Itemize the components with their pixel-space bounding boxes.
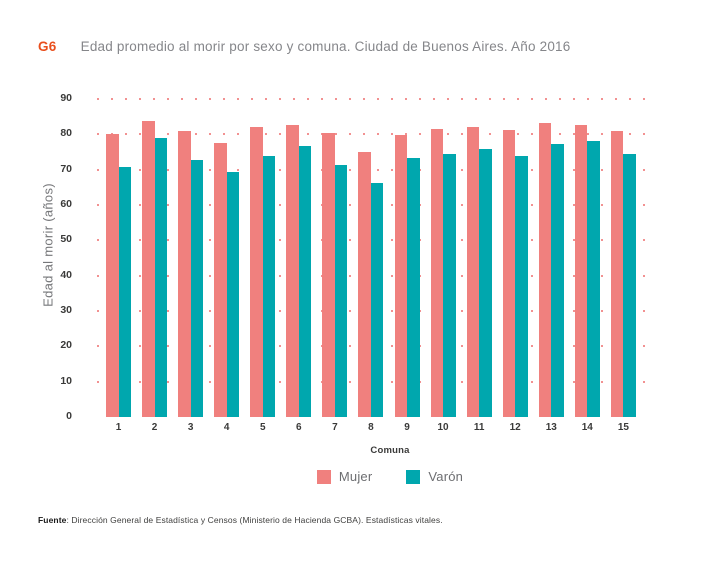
bar-mujer-comuna-9 bbox=[394, 135, 407, 417]
bar-group-comuna-3: 3 bbox=[178, 99, 204, 433]
legend: Mujer Varón bbox=[97, 469, 683, 484]
bar-groups: 1 2 3 4 5 6 7 8 9 10 11 12 13 14 15 bbox=[97, 99, 645, 433]
legend-item-varon: Varón bbox=[406, 469, 463, 484]
y-tick-label-10: 10 bbox=[60, 374, 72, 387]
bar-varon-comuna-5 bbox=[262, 155, 276, 417]
x-tick-label-2: 2 bbox=[151, 422, 158, 433]
bar-mujer-comuna-6 bbox=[286, 125, 299, 417]
bar-group-comuna-7: 7 bbox=[322, 99, 348, 433]
bar-group-comuna-10: 10 bbox=[430, 99, 456, 433]
y-tick-label-40: 40 bbox=[60, 268, 72, 281]
gridline-90 bbox=[97, 98, 645, 100]
bar-varon-comuna-11 bbox=[479, 148, 492, 417]
x-tick-label-10: 10 bbox=[437, 422, 449, 433]
y-tick-label-80: 80 bbox=[60, 127, 72, 140]
bar-mujer-comuna-3 bbox=[178, 130, 191, 417]
bar-group-comuna-13: 13 bbox=[538, 99, 564, 433]
legend-label: Mujer bbox=[338, 469, 373, 484]
y-tick-label-60: 60 bbox=[60, 198, 72, 210]
y-tick-label-0: 0 bbox=[66, 410, 72, 422]
source-label: Fuente bbox=[38, 515, 67, 525]
x-tick-label-9: 9 bbox=[404, 422, 410, 433]
legend-swatch-icon bbox=[316, 469, 331, 484]
bar-varon-comuna-3 bbox=[190, 160, 204, 417]
bar-mujer-comuna-8 bbox=[358, 151, 371, 417]
bar-varon-comuna-1 bbox=[118, 166, 131, 417]
x-tick-label-14: 14 bbox=[581, 422, 593, 433]
legend-label: Varón bbox=[428, 469, 464, 484]
bar-varon-comuna-4 bbox=[226, 171, 240, 417]
bar-group-comuna-2: 2 bbox=[142, 99, 168, 433]
bar-varon-comuna-13 bbox=[551, 143, 564, 417]
bar-group-comuna-6: 6 bbox=[286, 99, 312, 433]
bar-varon-comuna-14 bbox=[587, 141, 600, 417]
bar-mujer-comuna-5 bbox=[250, 126, 263, 417]
bar-group-comuna-4: 4 bbox=[214, 99, 240, 433]
legend-swatch-icon bbox=[406, 469, 421, 484]
bar-group-comuna-1: 1 bbox=[106, 99, 131, 433]
source-text: : Dirección General de Estadística y Cen… bbox=[66, 515, 443, 525]
chart-header: G6 Edad promedio al morir por sexo y comu… bbox=[38, 38, 688, 56]
bar-varon-comuna-12 bbox=[515, 155, 528, 417]
x-tick-label-11: 11 bbox=[473, 422, 485, 433]
x-tick-label-1: 1 bbox=[115, 422, 122, 433]
bar-mujer-comuna-12 bbox=[502, 129, 516, 417]
chart-title: Edad promedio al morir por sexo y comuna… bbox=[80, 39, 571, 54]
y-tick-label-30: 30 bbox=[60, 304, 72, 316]
bar-mujer-comuna-14 bbox=[574, 125, 588, 417]
x-axis-title: Comuna bbox=[370, 445, 410, 456]
y-tick-label-70: 70 bbox=[60, 162, 72, 175]
bar-mujer-comuna-2 bbox=[142, 121, 155, 417]
bar-mujer-comuna-7 bbox=[322, 132, 335, 417]
bar-chart: Edad al morir (años) 0 10 20 30 40 50 60 70 80 90… bbox=[41, 92, 683, 484]
bar-varon-comuna-8 bbox=[370, 183, 384, 417]
bar-group-comuna-14: 14 bbox=[574, 99, 600, 433]
x-tick-label-13: 13 bbox=[545, 422, 557, 433]
bar-varon-comuna-2 bbox=[154, 138, 168, 417]
x-tick-label-12: 12 bbox=[509, 422, 521, 433]
bar-group-comuna-11: 11 bbox=[466, 99, 492, 433]
x-tick-label-15: 15 bbox=[617, 422, 629, 433]
y-tick-label-20: 20 bbox=[60, 339, 72, 352]
bar-group-comuna-8: 8 bbox=[358, 99, 384, 433]
bar-varon-comuna-7 bbox=[334, 164, 348, 417]
x-tick-label-5: 5 bbox=[259, 422, 266, 433]
legend-item-mujer: Mujer bbox=[316, 469, 373, 484]
bar-varon-comuna-15 bbox=[623, 154, 636, 417]
figure-number: G6 bbox=[38, 39, 57, 54]
y-tick-label-90: 90 bbox=[60, 92, 72, 104]
bar-mujer-comuna-15 bbox=[610, 131, 624, 417]
bar-mujer-comuna-4 bbox=[214, 143, 227, 417]
gridline-70 bbox=[97, 168, 645, 171]
gridline-80 bbox=[97, 133, 645, 136]
bar-group-comuna-5: 5 bbox=[250, 99, 276, 433]
bar-mujer-comuna-13 bbox=[538, 122, 552, 417]
x-tick-label-8: 8 bbox=[368, 422, 374, 433]
bar-mujer-comuna-11 bbox=[466, 126, 480, 417]
plot-area: 1 2 3 4 5 6 7 8 9 10 11 12 13 14 15 bbox=[97, 98, 645, 433]
bar-varon-comuna-6 bbox=[298, 145, 312, 417]
bar-group-comuna-12: 12 bbox=[502, 99, 528, 433]
bar-mujer-comuna-10 bbox=[430, 128, 444, 417]
bar-varon-comuna-9 bbox=[407, 157, 420, 417]
bar-mujer-comuna-1 bbox=[106, 134, 119, 417]
bar-group-comuna-15: 15 bbox=[610, 99, 636, 433]
bar-varon-comuna-10 bbox=[443, 153, 456, 417]
source-note: Fuente: Dirección General de Estadística… bbox=[38, 515, 698, 525]
x-tick-label-3: 3 bbox=[187, 422, 194, 433]
bar-group-comuna-9: 9 bbox=[394, 99, 420, 433]
x-tick-label-4: 4 bbox=[223, 422, 230, 433]
x-tick-label-7: 7 bbox=[332, 422, 338, 433]
y-tick-label-50: 50 bbox=[60, 233, 72, 246]
x-tick-label-6: 6 bbox=[296, 422, 302, 433]
